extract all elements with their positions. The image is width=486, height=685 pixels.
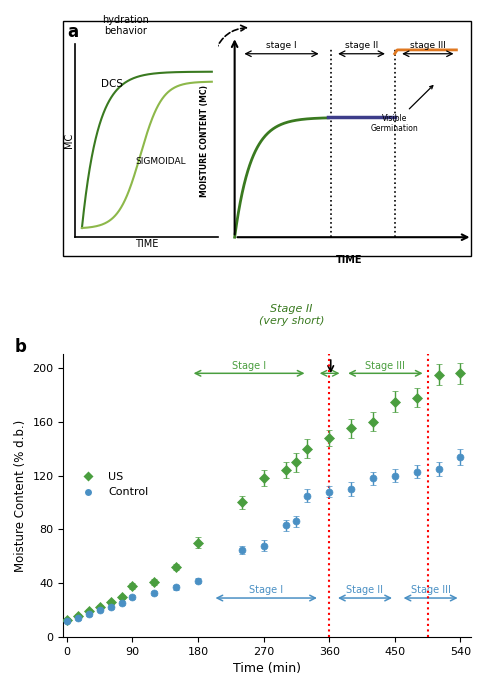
Text: b: b — [14, 338, 26, 356]
Text: a: a — [67, 23, 78, 41]
Text: Stage I: Stage I — [232, 360, 266, 371]
Text: Stage I: Stage I — [249, 586, 283, 595]
Text: Stage III: Stage III — [411, 586, 451, 595]
FancyBboxPatch shape — [63, 21, 471, 256]
X-axis label: Time (min): Time (min) — [233, 662, 301, 675]
Legend: US, Control: US, Control — [73, 467, 153, 502]
Text: Stage III: Stage III — [365, 360, 405, 371]
Y-axis label: Moisture Content (% d.b.): Moisture Content (% d.b.) — [14, 420, 27, 572]
Text: Stage II: Stage II — [347, 586, 383, 595]
Text: Stage II
(very short): Stage II (very short) — [259, 304, 324, 326]
